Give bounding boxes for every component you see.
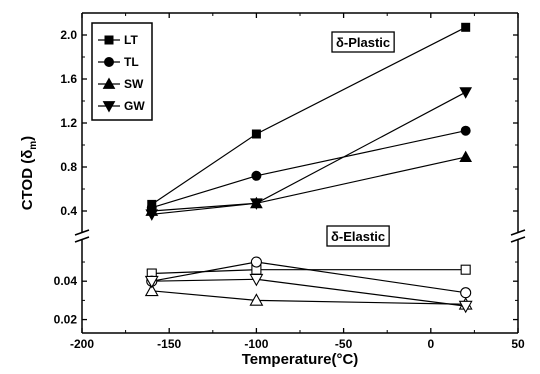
series-line-plastic-tl xyxy=(151,130,466,209)
x-tick-label: 50 xyxy=(511,337,525,351)
axis-break-marks xyxy=(74,229,526,243)
y-axis-title-main: CTOD (δ xyxy=(19,150,36,210)
annotation-plastic-text: δ-Plastic xyxy=(336,35,390,50)
x-tick-label: -50 xyxy=(335,337,353,351)
y-tick-label-upper: 1.2 xyxy=(60,116,77,130)
data-point-elastic-lt xyxy=(460,264,471,275)
y-tick-label-lower: 0.04 xyxy=(54,274,78,288)
data-point-elastic-gw xyxy=(249,273,264,287)
legend-label: SW xyxy=(124,77,144,91)
data-point-plastic-gw xyxy=(459,87,473,99)
y-axis-title-close: ) xyxy=(19,136,36,141)
data-point-plastic-lt xyxy=(251,129,261,139)
x-tick-label: -100 xyxy=(244,337,268,351)
legend-label: GW xyxy=(124,99,145,113)
y-tick-label-upper: 0.4 xyxy=(60,204,77,218)
data-point-plastic-sw xyxy=(459,150,473,162)
series-markers xyxy=(144,22,473,314)
y-axis-title: CTOD (δm) xyxy=(19,136,39,210)
legend-label: LT xyxy=(124,33,138,47)
annotation-elastic-box: δ-Elastic xyxy=(326,225,390,247)
data-point-elastic-sw xyxy=(249,293,264,306)
series-line-elastic-gw xyxy=(151,278,466,307)
data-point-plastic-gw xyxy=(250,198,263,210)
axis-break-slash xyxy=(510,236,526,243)
data-point-elastic-sw xyxy=(144,283,159,297)
data-point-elastic-tl xyxy=(460,287,472,299)
x-tick-label: 0 xyxy=(427,337,434,351)
axis-break-slash xyxy=(510,229,526,236)
data-point-elastic-gw xyxy=(144,275,159,289)
data-point-elastic-tl xyxy=(250,256,262,268)
data-point-plastic-gw xyxy=(145,209,159,221)
legend: LT TL SW GW xyxy=(91,22,153,121)
axis-break-gap xyxy=(511,233,525,239)
series-line-plastic-lt xyxy=(151,26,466,205)
y-tick-label-lower: 0.02 xyxy=(54,313,78,327)
legend-label: TL xyxy=(124,55,139,69)
y-tick-label-upper: 2.0 xyxy=(60,28,77,42)
data-point-plastic-tl xyxy=(251,170,262,181)
series-line-plastic-gw xyxy=(151,91,466,215)
data-point-plastic-tl xyxy=(460,125,471,136)
x-axis-title: Temperature(°C) xyxy=(242,351,359,368)
legend-marker xyxy=(104,57,114,67)
y-tick-label-upper: 0.8 xyxy=(60,160,77,174)
y-axis-title-subscript: m xyxy=(28,141,39,150)
data-point-plastic-lt xyxy=(461,22,471,32)
legend-marker xyxy=(102,101,116,113)
series-lines xyxy=(151,26,466,307)
annotation-elastic-text: δ-Elastic xyxy=(331,229,385,244)
legend-marker xyxy=(102,77,116,89)
axis-break-slash xyxy=(74,229,90,236)
legend-marker xyxy=(104,35,114,45)
axis-break-slash xyxy=(74,236,90,243)
y-tick-label-upper: 1.6 xyxy=(60,72,77,86)
data-point-elastic-gw xyxy=(458,300,473,314)
series-line-elastic-sw xyxy=(151,290,466,305)
x-tick-label: -150 xyxy=(157,337,181,351)
annotation-plastic-box: δ-Plastic xyxy=(331,31,395,53)
legend-box xyxy=(91,22,153,121)
x-tick-label: -200 xyxy=(70,337,94,351)
axis-ticks: -200 -150 -100 -50 0 50 0.4 0.8 1.2 1.6 2.0 0.02 0.0… xyxy=(54,13,525,351)
series-line-plastic-sw xyxy=(151,156,466,212)
series-line-elastic-tl xyxy=(151,261,466,294)
axis-break-gap xyxy=(75,233,89,239)
